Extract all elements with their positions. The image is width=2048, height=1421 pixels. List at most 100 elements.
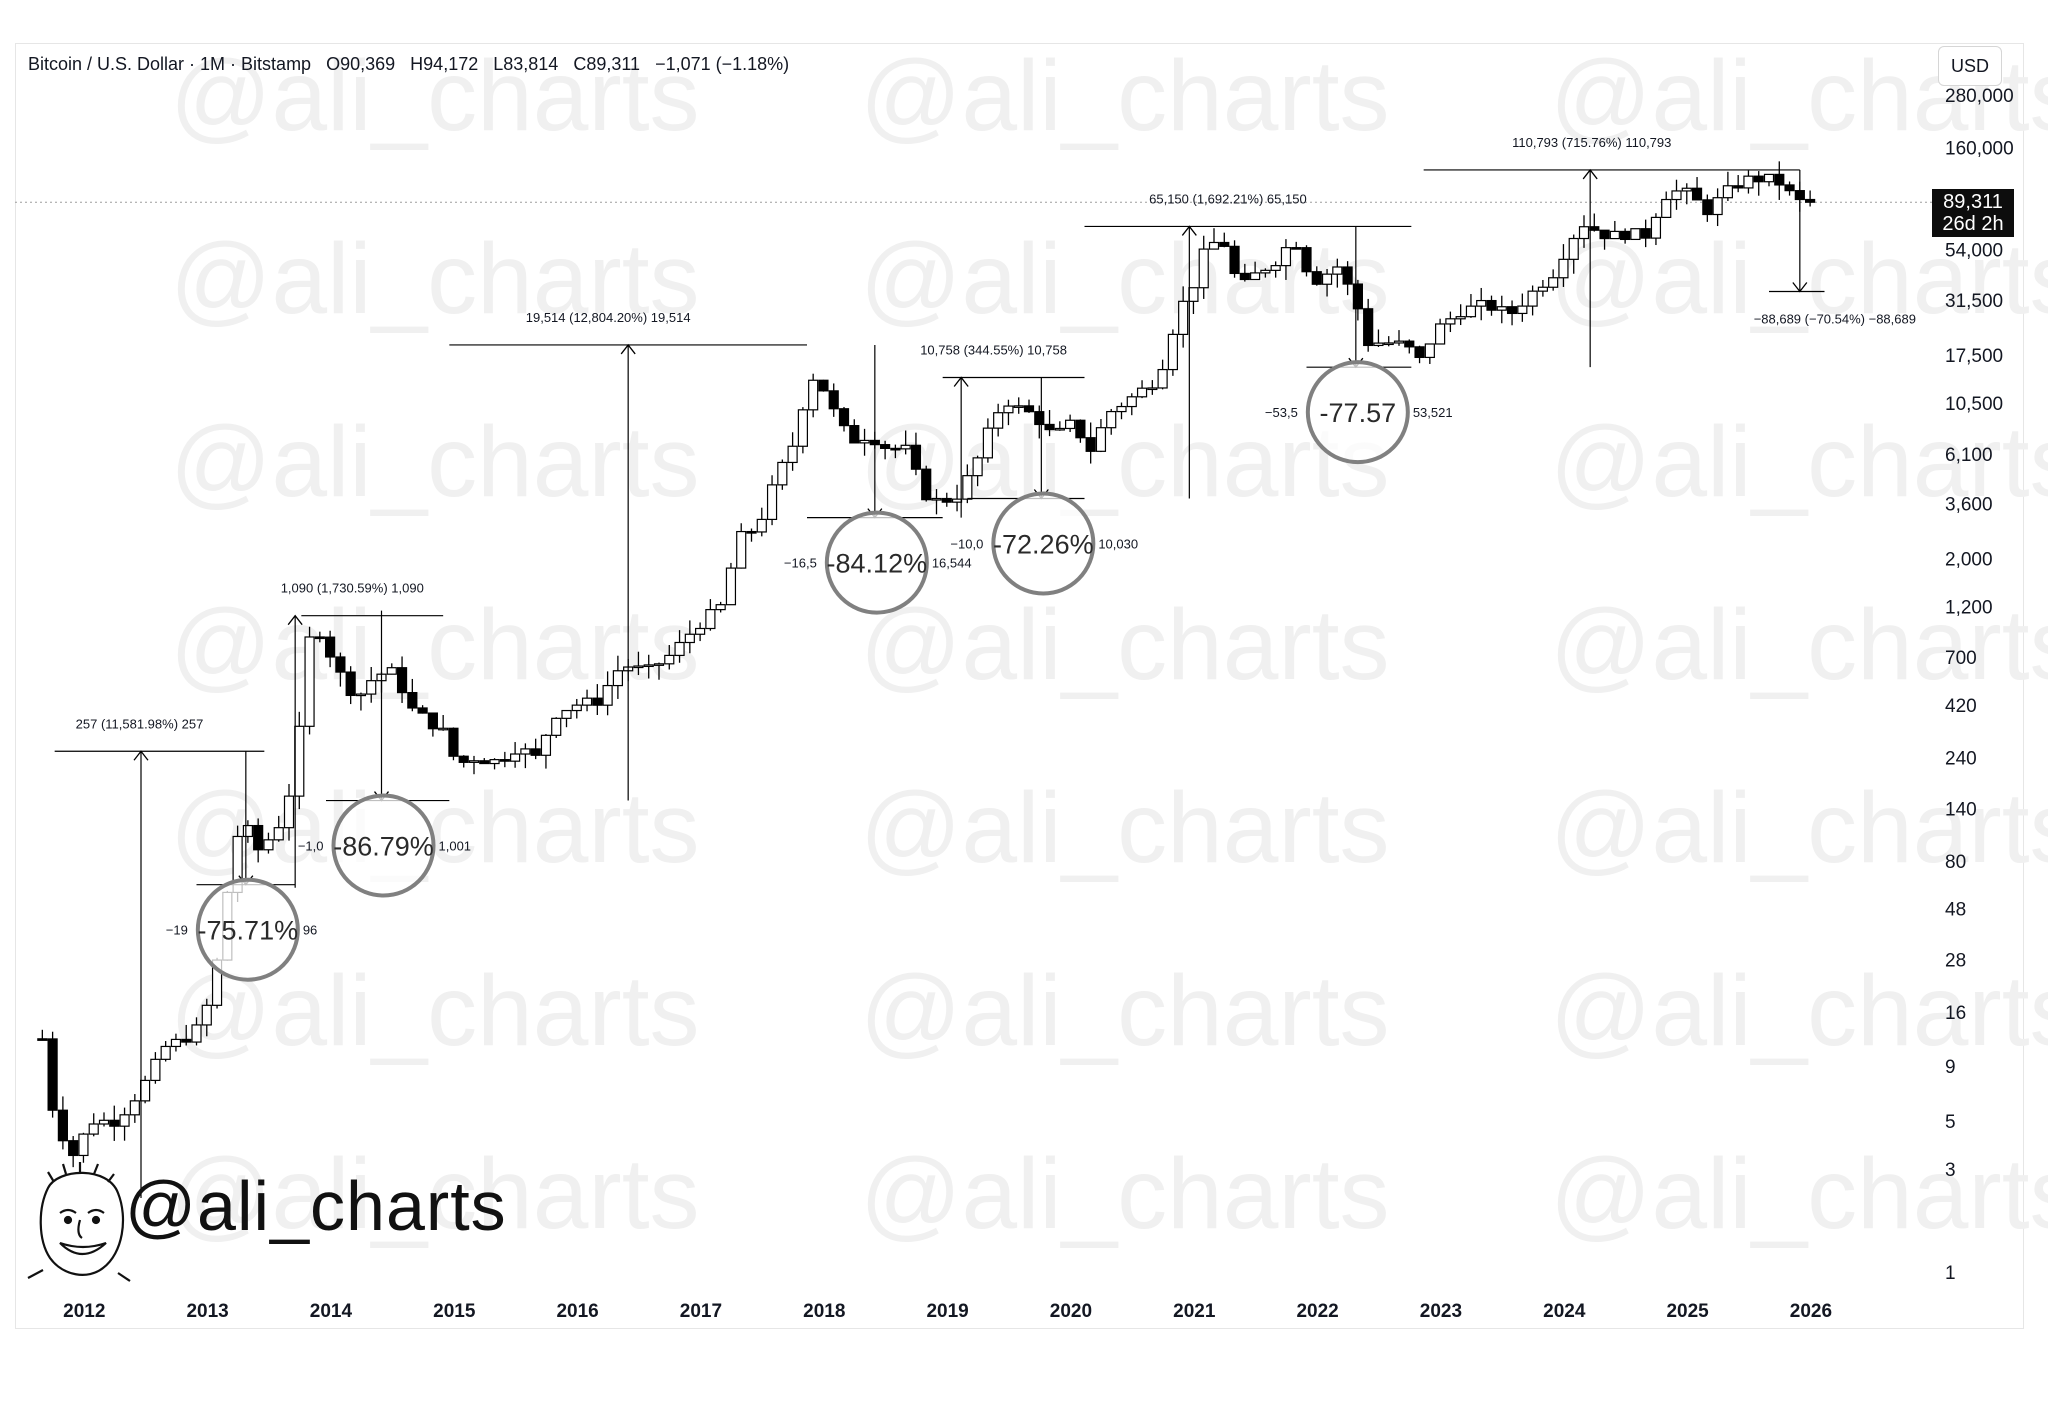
currency-button[interactable]: USD bbox=[1938, 46, 2002, 86]
candle-body bbox=[294, 725, 305, 797]
bar-countdown: 26d 2h bbox=[1942, 213, 2004, 235]
candle-body bbox=[273, 827, 284, 841]
candle-body bbox=[181, 1038, 192, 1043]
candle-body bbox=[1013, 405, 1024, 408]
drawdowns-layer: −19 96-75.71%−1,0 1,001-86.79%−16,5 16,544-… bbox=[166, 169, 1916, 982]
current-price-badge: 89,311 26d 2h bbox=[1932, 189, 2014, 237]
candle-body bbox=[941, 497, 952, 503]
y-tick-label: 6,100 bbox=[1945, 445, 1993, 466]
candle-body bbox=[1311, 271, 1322, 285]
y-tick-label: 16 bbox=[1945, 1003, 1966, 1024]
watermark-text: @ali_charts bbox=[170, 1138, 700, 1250]
candle-body bbox=[304, 636, 315, 727]
drawdown-circle bbox=[331, 793, 436, 898]
candle-body bbox=[664, 654, 675, 665]
y-tick-label: 140 bbox=[1945, 799, 1977, 820]
candle-body bbox=[736, 530, 747, 569]
candle-body bbox=[345, 671, 356, 697]
candle-body bbox=[1003, 405, 1014, 414]
candle-body bbox=[951, 498, 963, 503]
y-tick-label: 1,200 bbox=[1945, 598, 1993, 619]
candle-body bbox=[1712, 197, 1723, 216]
candle-body bbox=[242, 824, 253, 838]
watermark-text: @ali_charts bbox=[860, 40, 1390, 152]
candle-body bbox=[1599, 229, 1610, 240]
arrow-head bbox=[1792, 282, 1808, 293]
candle-body bbox=[859, 439, 870, 444]
candle-body bbox=[561, 709, 572, 719]
candle-body bbox=[355, 693, 367, 697]
drawdown-label-right: 10,030 bbox=[1098, 536, 1138, 551]
drawdown-label-left: −10,0 bbox=[950, 536, 983, 551]
x-tick-label: 2017 bbox=[680, 1301, 722, 1322]
candle-body bbox=[1476, 299, 1487, 307]
candle-body bbox=[766, 484, 778, 521]
candle-body bbox=[335, 656, 346, 673]
candle-body bbox=[1527, 290, 1538, 307]
drawdown-circle bbox=[195, 877, 300, 982]
candle-body bbox=[119, 1114, 130, 1127]
watermark-text: @ali_charts bbox=[860, 772, 1390, 884]
y-tick-label: 3,600 bbox=[1945, 495, 1993, 516]
candle-body bbox=[88, 1123, 99, 1135]
candle-body bbox=[1178, 300, 1189, 336]
candle-body bbox=[1404, 340, 1415, 348]
watermark-text: @ali_charts bbox=[170, 223, 700, 335]
candle-body bbox=[458, 755, 469, 763]
candle-body bbox=[1774, 173, 1785, 186]
candle-body bbox=[530, 748, 541, 756]
candle-body bbox=[1095, 427, 1107, 452]
candle-body bbox=[479, 760, 490, 765]
candle-body bbox=[838, 408, 850, 427]
ohlc-close: C89,311 bbox=[573, 54, 641, 74]
candle-body bbox=[921, 468, 932, 501]
candle-body bbox=[510, 753, 521, 762]
rally-label: 1,090 (1,730.59%) 1,090 bbox=[281, 581, 424, 596]
drawdown-circle bbox=[1305, 360, 1410, 465]
x-tick-label: 2016 bbox=[556, 1301, 598, 1322]
candle-body bbox=[499, 759, 510, 762]
candle-body bbox=[1753, 175, 1764, 183]
arrow-head bbox=[133, 750, 149, 761]
candle-body bbox=[1260, 269, 1271, 274]
candle-body bbox=[68, 1140, 79, 1157]
x-axis: 2012 2013 2014 2015 2016 2017 2018 2019 2020 2021… bbox=[63, 1301, 1832, 1322]
candle-body bbox=[1435, 323, 1446, 345]
watermark-text: @ali_charts bbox=[860, 223, 1390, 335]
candle-body bbox=[1085, 437, 1096, 452]
candle-body bbox=[1167, 333, 1178, 371]
candle-body bbox=[263, 839, 274, 851]
candle-body bbox=[1465, 305, 1477, 318]
candle-body bbox=[1188, 287, 1199, 302]
rally-label: 65,150 (1,692.21%) 65,150 bbox=[1149, 191, 1307, 206]
candle-body bbox=[1424, 343, 1435, 359]
brand-handle: @ali_charts bbox=[125, 1167, 507, 1245]
y-tick-label: 2,000 bbox=[1945, 550, 1993, 571]
x-tick-label: 2019 bbox=[926, 1301, 968, 1322]
candle-body bbox=[1486, 299, 1497, 311]
candle-body bbox=[47, 1038, 58, 1111]
candle-body bbox=[1620, 230, 1631, 241]
drawdown-percent: -77.57 bbox=[1320, 398, 1397, 428]
candle-body bbox=[191, 1024, 202, 1043]
candle-body bbox=[78, 1133, 89, 1157]
symbol-header: Bitcoin / U.S. Dollar · 1M · Bitstamp O9… bbox=[28, 54, 799, 75]
candle-body bbox=[674, 641, 685, 657]
candle-body bbox=[1548, 277, 1559, 288]
candle-body bbox=[1578, 226, 1590, 240]
candle-body bbox=[592, 697, 603, 706]
drawdown-percent: -86.79% bbox=[333, 832, 434, 862]
candle-body bbox=[1763, 173, 1775, 183]
candle-body bbox=[1075, 419, 1086, 439]
candle-body bbox=[57, 1109, 68, 1142]
candle-body bbox=[1352, 283, 1363, 310]
candle-body bbox=[366, 680, 377, 695]
brand-logo bbox=[27, 1162, 131, 1282]
y-tick-label: 1 bbox=[1945, 1263, 1956, 1284]
candle-body bbox=[808, 379, 819, 411]
chart-frame bbox=[15, 43, 2024, 1329]
y-tick-label: 5 bbox=[1945, 1112, 1956, 1133]
y-tick-label: 240 bbox=[1945, 749, 1977, 770]
drawdown-percent: -75.71% bbox=[198, 916, 299, 946]
